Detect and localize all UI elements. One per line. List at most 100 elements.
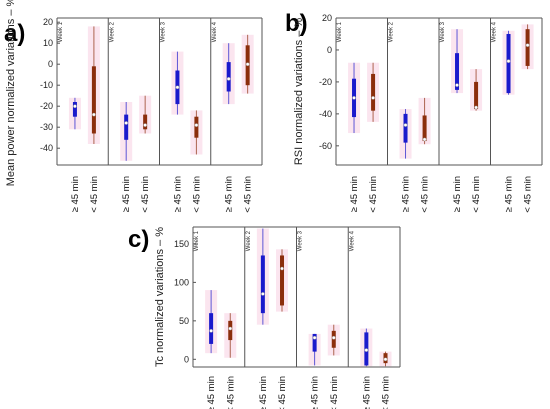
category-label: ≥ 45 min [121, 176, 132, 212]
category-label: ≥ 45 min [224, 176, 235, 212]
box-median [261, 292, 265, 296]
box-body [124, 114, 129, 140]
category-label: ≥ 45 min [452, 176, 463, 212]
box-body [194, 116, 199, 138]
box-median [143, 123, 147, 127]
box-body [506, 33, 511, 94]
week-label: Week 3 [298, 230, 304, 251]
box-body [260, 255, 265, 314]
box-median [455, 83, 459, 87]
box-median [312, 335, 317, 340]
category-label: ≥ 45 min [349, 176, 360, 212]
week-label: Week 4 [212, 21, 218, 42]
box-median [474, 105, 478, 110]
y-tick-label: -40 [319, 109, 332, 119]
category-label: ≥ 45 min [258, 376, 269, 409]
y-tick-label: -30 [40, 122, 53, 132]
y-tick-label: -60 [319, 141, 332, 151]
y-tick-label: -40 [40, 143, 53, 153]
y-tick-label: -20 [40, 101, 53, 111]
y-tick-label: -20 [319, 77, 332, 87]
box-body [91, 66, 96, 134]
week-label: Week 2 [109, 21, 115, 42]
category-label: < 45 min [471, 176, 482, 213]
box-lt45 [241, 34, 254, 94]
box-body [422, 115, 427, 142]
y-tick-label: 0 [327, 45, 332, 55]
box-lt45 [190, 110, 203, 155]
panel-3: c) 150 100 50 0 Tc normalized variations – % W… [128, 226, 401, 409]
panel-label: a) [4, 20, 25, 47]
box-body [525, 29, 530, 66]
box-lt45 [470, 69, 483, 111]
box-lt45 [327, 324, 340, 356]
box-median [175, 85, 180, 90]
box-ge45 [348, 62, 361, 134]
box-body [228, 320, 233, 341]
box-ge45 [222, 43, 235, 105]
box-ge45 [256, 228, 269, 325]
category-label: < 45 min [368, 176, 379, 213]
y-tick-label: 20 [322, 13, 332, 23]
week-label: Week 1 [194, 230, 200, 251]
box-median [228, 326, 233, 331]
category-label: ≥ 45 min [206, 376, 217, 409]
category-label: < 45 min [225, 376, 236, 409]
week-label: Week 3 [161, 21, 167, 42]
box-median [73, 104, 77, 108]
box-median [525, 43, 530, 47]
box-body [312, 333, 317, 352]
y-axis-label: Mean power normalized variations – % [5, 0, 17, 186]
box-median [194, 123, 199, 127]
category-label: ≥ 45 min [401, 176, 412, 212]
box-median [383, 357, 388, 362]
category-label: < 45 min [420, 176, 431, 213]
y-tick-label: 0 [48, 59, 53, 69]
category-label: < 45 min [329, 376, 340, 409]
y-tick-label: 10 [43, 38, 53, 48]
panel-2: b) 20 0 -20 -40 -60 RSI normalized variations … [285, 10, 543, 213]
category-label: ≥ 45 min [310, 376, 321, 409]
box-lt45 [276, 249, 289, 312]
box-median [403, 123, 408, 127]
box-lt45 [367, 62, 380, 122]
y-axis-label: Tc normalized variations – % [154, 227, 166, 367]
box-median [226, 77, 231, 81]
category-label: ≥ 45 min [70, 176, 81, 212]
box-body [371, 73, 376, 111]
box-median [364, 348, 369, 352]
week-label: Week 2 [246, 230, 252, 251]
box-body [143, 114, 148, 130]
panel-label: c) [128, 226, 149, 253]
box-body [72, 102, 77, 117]
category-label: < 45 min [381, 376, 392, 409]
category-label: ≥ 45 min [504, 176, 515, 212]
box-lt45 [521, 24, 534, 70]
box-ge45 [399, 109, 412, 159]
box-body [226, 62, 231, 92]
box-body [474, 81, 479, 110]
box-ge45 [451, 29, 464, 94]
week-label: Week 3 [440, 21, 446, 42]
y-tick-label: 50 [179, 316, 189, 326]
box-body [209, 313, 214, 344]
y-tick-label: 100 [174, 277, 189, 287]
week-label: Week 4 [349, 230, 355, 251]
box-median [371, 96, 375, 100]
box-median [92, 112, 96, 117]
box-median [124, 121, 128, 125]
y-axis-label: RSI normalized variations – % [293, 18, 305, 166]
category-label: < 45 min [523, 176, 534, 213]
box-lt45 [379, 351, 392, 367]
week-label: Week 1 [337, 21, 343, 42]
box-median [245, 62, 250, 66]
week-label: Week 1 [58, 21, 64, 42]
box-lt45 [418, 97, 431, 145]
box-lt45 [224, 313, 237, 358]
box-ge45 [120, 102, 133, 161]
category-label: ≥ 45 min [172, 176, 183, 212]
box-lt45 [87, 26, 100, 144]
box-ge45 [68, 97, 81, 130]
category-label: < 45 min [277, 376, 288, 409]
